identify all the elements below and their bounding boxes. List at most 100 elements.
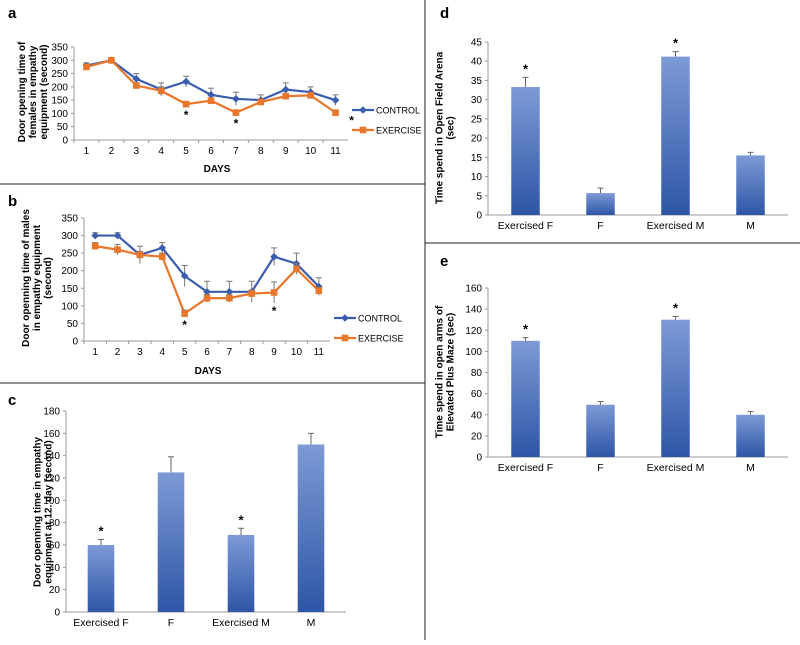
x-tick-label: Exercised F xyxy=(498,220,553,232)
significance-star: * xyxy=(523,61,529,76)
bar xyxy=(736,414,765,457)
significance-star: * xyxy=(98,523,104,538)
y-tick-label: 40 xyxy=(49,563,61,574)
data-point-exercise xyxy=(282,92,290,100)
y-tick-label: 100 xyxy=(61,301,78,312)
data-point-exercise xyxy=(203,294,211,302)
bar xyxy=(661,319,690,457)
bar xyxy=(511,340,540,457)
y-tick-label: 250 xyxy=(61,249,78,260)
x-tick-label: 9 xyxy=(271,347,277,358)
x-tick-label: 9 xyxy=(283,146,289,157)
y-tick-label: 80 xyxy=(471,368,483,379)
x-tick-label: 2 xyxy=(115,347,121,358)
data-point-exercise xyxy=(157,87,165,95)
legend-swatch-marker xyxy=(359,106,367,114)
x-axis-label: DAYS xyxy=(195,366,222,377)
bar xyxy=(511,86,540,215)
x-tick-label: Exercised M xyxy=(212,617,270,629)
data-point-exercise xyxy=(315,287,323,295)
x-tick-label: 6 xyxy=(208,146,214,157)
x-tick-label: 7 xyxy=(227,347,233,358)
panel-label: c xyxy=(8,392,16,409)
y-tick-label: 150 xyxy=(61,284,78,295)
x-tick-label: 11 xyxy=(314,347,325,358)
significance-star: * xyxy=(523,322,529,337)
legend-label: EXERCISE xyxy=(376,126,422,136)
series-line-exercise xyxy=(86,59,337,114)
y-tick-label: 60 xyxy=(49,541,61,552)
y-tick-label: 20 xyxy=(471,431,483,442)
y-tick-label: 0 xyxy=(476,453,482,464)
x-tick-label: M xyxy=(746,462,755,474)
bar xyxy=(157,472,185,612)
panel-label: b xyxy=(8,193,17,210)
y-tick-label: 100 xyxy=(51,109,68,120)
significance-star: * xyxy=(238,512,244,527)
x-tick-label: 4 xyxy=(159,347,165,358)
significance-star: * xyxy=(349,114,354,128)
y-tick-label: 140 xyxy=(43,451,60,462)
data-point-control xyxy=(132,75,141,83)
data-point-control xyxy=(203,288,211,296)
data-point-exercise xyxy=(91,242,99,250)
y-tick-label: 30 xyxy=(471,95,483,106)
y-axis-label: Time spend in Open Field Arena(sec) xyxy=(435,51,457,204)
data-point-exercise xyxy=(182,100,190,108)
x-tick-label: Exercised F xyxy=(498,462,553,474)
y-tick-label: 200 xyxy=(61,266,78,277)
y-tick-label: 40 xyxy=(471,410,483,421)
bar xyxy=(227,534,255,612)
data-point-control xyxy=(180,272,189,280)
data-point-control xyxy=(232,95,240,103)
x-tick-label: 7 xyxy=(233,146,239,157)
data-point-control xyxy=(225,288,234,296)
bar xyxy=(586,193,615,215)
y-axis-label: Door opening time offemales in empathyeq… xyxy=(17,41,50,142)
y-tick-label: 45 xyxy=(471,38,483,49)
data-point-control xyxy=(270,252,278,261)
x-tick-label: 1 xyxy=(92,347,98,358)
significance-star: * xyxy=(673,301,679,316)
y-tick-label: 20 xyxy=(471,134,483,145)
data-point-exercise xyxy=(248,290,256,297)
data-point-control xyxy=(91,231,99,240)
x-tick-label: M xyxy=(746,220,755,232)
x-tick-label: Exercised F xyxy=(73,617,128,629)
y-tick-label: 50 xyxy=(67,319,79,330)
bar xyxy=(736,155,765,215)
legend-swatch-marker xyxy=(341,334,349,342)
data-point-exercise xyxy=(270,289,278,296)
data-point-control xyxy=(207,91,215,99)
y-tick-label: 0 xyxy=(62,136,68,147)
x-tick-label: F xyxy=(168,617,174,629)
significance-star: * xyxy=(272,304,277,318)
bar xyxy=(87,545,115,612)
y-tick-label: 10 xyxy=(471,172,483,183)
x-tick-label: F xyxy=(597,462,603,474)
y-tick-label: 5 xyxy=(476,191,482,202)
y-tick-label: 50 xyxy=(57,122,69,133)
y-tick-label: 0 xyxy=(476,211,482,222)
y-axis-label-line: females in empathy xyxy=(28,45,39,138)
data-point-exercise xyxy=(232,109,240,116)
y-axis-label-line: (sec) xyxy=(446,116,457,139)
y-tick-label: 0 xyxy=(72,337,78,348)
data-point-exercise xyxy=(132,82,140,89)
significance-star: * xyxy=(182,318,187,332)
x-tick-label: Exercised M xyxy=(647,462,705,474)
data-point-control xyxy=(113,231,122,240)
x-tick-label: 3 xyxy=(133,146,139,157)
data-point-exercise xyxy=(226,294,233,302)
panel-a-chart: a 0 50 100 150 200 250 300 350 1 2 3 4 5 6 7 8 9 10 11 DAYS D… xyxy=(8,5,422,175)
panel-label: e xyxy=(440,253,448,270)
x-tick-label: 6 xyxy=(204,347,210,358)
legend-label: CONTROL xyxy=(376,106,420,116)
legend-swatch-marker xyxy=(341,314,349,322)
y-tick-label: 100 xyxy=(43,496,60,507)
x-tick-label: 3 xyxy=(137,347,143,358)
y-tick-label: 250 xyxy=(51,69,68,80)
significance-star: * xyxy=(234,116,239,130)
y-tick-label: 100 xyxy=(465,347,482,358)
